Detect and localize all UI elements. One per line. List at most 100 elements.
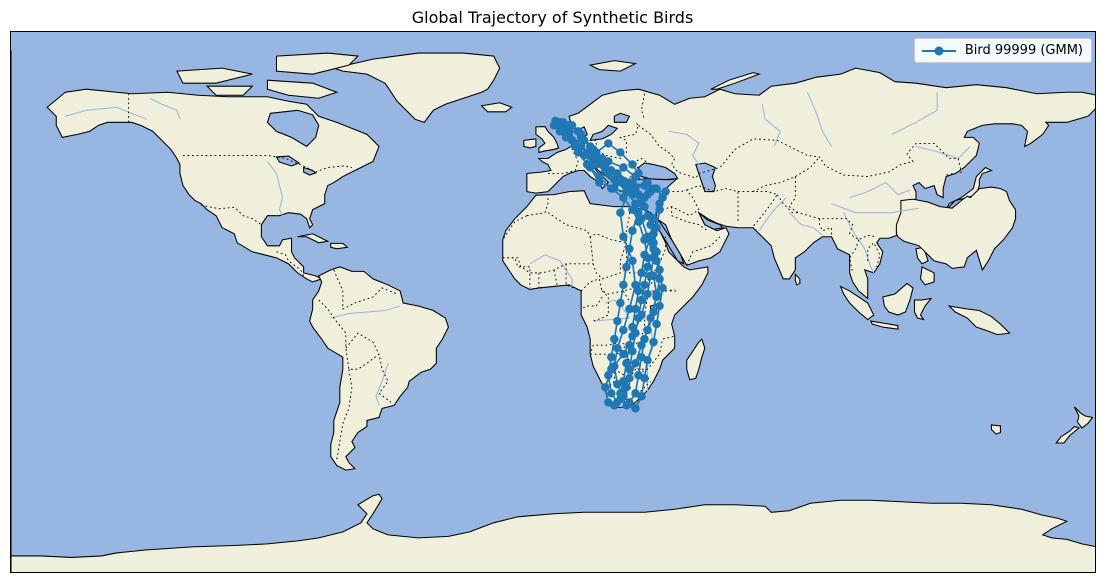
river-volga [668, 130, 700, 165]
trajectory-point [634, 169, 643, 178]
trajectory-layer [549, 116, 670, 413]
river-parana [375, 363, 389, 406]
trajectory-point [619, 389, 628, 398]
trajectory-point [613, 343, 622, 353]
legend-label: Bird 99999 (GMM) [964, 43, 1083, 58]
trajectory-point [607, 184, 616, 193]
trajectory-point [625, 374, 634, 383]
trajectory-point [601, 383, 610, 392]
river-huang-he [849, 181, 911, 199]
trajectory-point [573, 127, 583, 136]
border-us-mexico [200, 204, 262, 226]
legend-line-marker-icon [921, 46, 956, 55]
river-murray [973, 406, 995, 412]
trajectory-point [604, 371, 613, 380]
trajectory-point [607, 389, 616, 398]
border-south-america-2 [318, 299, 392, 403]
land-australia [895, 186, 1017, 272]
land-java [869, 320, 899, 330]
trajectory-point [643, 253, 652, 263]
trajectory-point [619, 349, 628, 359]
trajectory-point [655, 301, 664, 311]
trajectory-point [622, 401, 631, 410]
trajectory-point [640, 193, 649, 202]
river-yangtze [831, 203, 920, 214]
map-title: Global Trajectory of Synthetic Birds [411, 8, 694, 27]
river-indus [758, 197, 787, 232]
trajectory-point [619, 163, 628, 172]
trajectory-point [631, 304, 640, 314]
world-map [11, 32, 1095, 572]
trajectory-point [634, 286, 643, 296]
trajectory-point [628, 205, 637, 214]
land-new-zealand [1055, 406, 1094, 444]
trajectory-point [643, 211, 652, 220]
river-ob [761, 104, 781, 147]
land-iceland [480, 102, 513, 113]
trajectory-point [661, 187, 670, 196]
legend: Bird 99999 (GMM) [913, 38, 1092, 63]
trajectory-point [649, 337, 658, 347]
trajectory-point [637, 295, 646, 305]
lake-caspian-sea [695, 162, 717, 193]
trajectory-point [619, 232, 628, 241]
trajectory-point [652, 247, 661, 257]
border-south-america-3 [336, 332, 380, 460]
trajectory-point [640, 235, 649, 244]
trajectory-point [549, 121, 559, 130]
trajectory-point [619, 280, 628, 290]
river-mackenzie [149, 97, 181, 120]
river-amur [915, 145, 971, 160]
trajectory-point [643, 262, 652, 272]
trajectory-point [619, 325, 628, 335]
border-us-canada [182, 155, 352, 173]
trajectory-point [637, 392, 646, 401]
land-novaya-zemlya [710, 72, 761, 90]
trajectory-point [634, 217, 643, 226]
legend-marker [934, 46, 944, 55]
trajectory-point [652, 289, 661, 299]
trajectory-point [576, 142, 586, 151]
land-borneo [882, 282, 914, 316]
land-arctic-islands [176, 52, 360, 99]
trajectory-point [613, 316, 622, 326]
trajectory-point [616, 148, 625, 157]
trajectory-point [640, 280, 649, 290]
border-europe-russia [638, 93, 700, 179]
trajectory-point [628, 331, 637, 341]
land-madagascar [686, 338, 706, 381]
trajectory-point [616, 208, 625, 217]
trajectory-point [637, 340, 646, 350]
trajectory-point [604, 139, 613, 148]
trajectory-point [631, 184, 640, 193]
trajectory-point [628, 256, 637, 266]
trajectory-point [649, 229, 658, 238]
trajectory-point [646, 187, 655, 196]
land-sumatra [839, 285, 875, 321]
land-britain [523, 126, 560, 154]
trajectory-point [628, 322, 637, 332]
trajectory-point [625, 304, 634, 314]
trajectory-point [616, 175, 625, 184]
trajectory-point [631, 359, 640, 368]
trajectory-point [607, 352, 616, 362]
trajectory-point [640, 374, 649, 383]
land-sri-lanka [794, 273, 801, 286]
trajectory-point [595, 172, 604, 181]
trajectory-point [655, 265, 664, 275]
trajectory-point [652, 256, 661, 266]
trajectory-point [610, 362, 619, 371]
trajectory-point [601, 163, 610, 172]
map-frame [10, 31, 1096, 573]
trajectory-point [613, 398, 622, 407]
trajectory-point [655, 199, 664, 208]
land-svalbard [588, 60, 638, 72]
trajectory-point [655, 205, 664, 214]
trajectory-point [567, 136, 577, 145]
trajectory-point [628, 160, 637, 169]
trajectory-point [658, 283, 667, 293]
river-yenisei [806, 92, 832, 147]
trajectory-point [616, 298, 625, 308]
trajectory-point [592, 154, 601, 163]
land-tasmania [990, 424, 1001, 435]
